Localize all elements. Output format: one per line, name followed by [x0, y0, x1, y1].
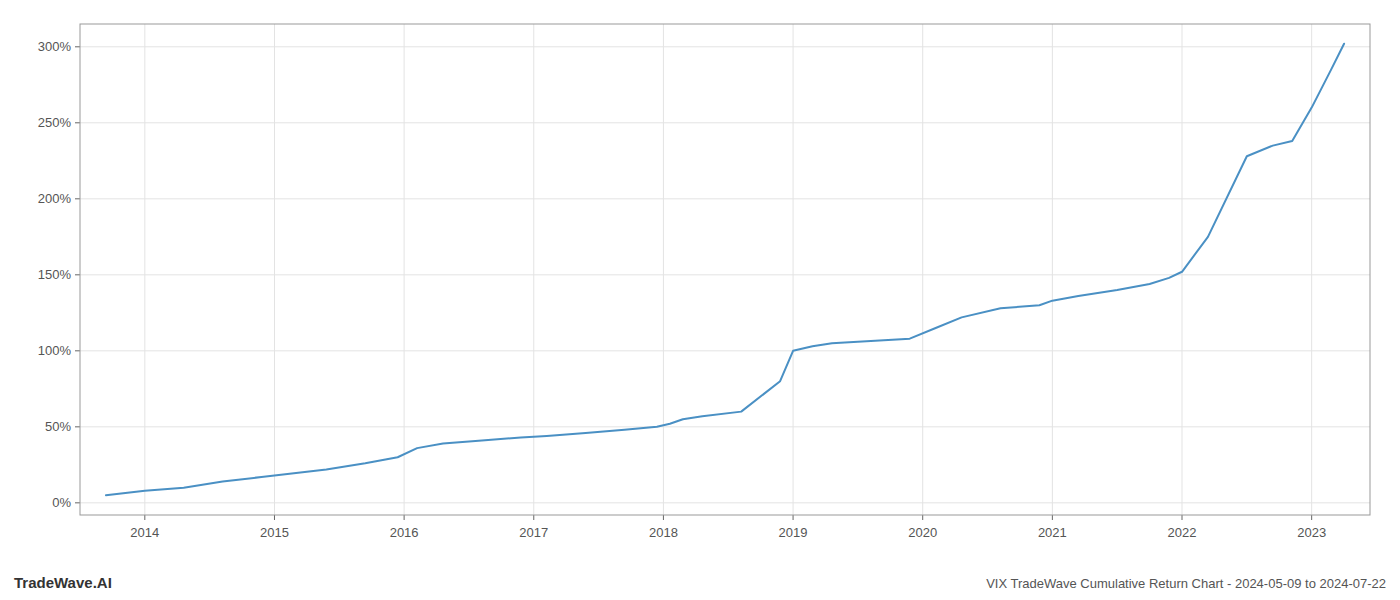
tick-label-y: 50% [45, 419, 71, 434]
tick-mark-x [1182, 515, 1183, 520]
grid-line-y [80, 350, 1370, 351]
tick-label-x: 2016 [390, 525, 419, 540]
tick-mark-x [144, 515, 145, 520]
tick-mark-x [533, 515, 534, 520]
tick-mark-y [75, 502, 80, 503]
tick-label-y: 100% [38, 343, 72, 358]
line [106, 44, 1344, 495]
plot-area [80, 24, 1370, 515]
tick-label-x: 2015 [260, 525, 289, 540]
tick-mark-x [663, 515, 664, 520]
tick-mark-x [404, 515, 405, 520]
tick-mark-y [75, 46, 80, 47]
title: VIX TradeWave Cumulative Return Chart - … [986, 576, 1386, 591]
tick-label-x: 2021 [1038, 525, 1067, 540]
tick-mark-x [1052, 515, 1053, 520]
tick-labels: 0% 50% 100% 150% 200% 250% 300% 2014 2015 2016 201… [38, 39, 1326, 540]
tick-mark-x [922, 515, 923, 520]
tick-mark-y [75, 122, 80, 123]
tick-mark-y [75, 198, 80, 199]
tick-mark-x [1311, 515, 1312, 520]
grid-line-x [404, 24, 405, 515]
tick-label-x: 2018 [649, 525, 678, 540]
tick-label-x: 2017 [519, 525, 548, 540]
tick-label-x: 2014 [130, 525, 159, 540]
grid-line-x [1182, 24, 1183, 515]
grid-line-y [80, 122, 1370, 123]
grid-line-x [663, 24, 664, 515]
watermark: TradeWave.AI [14, 574, 112, 591]
grid-line-x [1052, 24, 1053, 515]
grid-line-x [1311, 24, 1312, 515]
chart: 0% 50% 100% 150% 200% 250% 300% 2014 2015 2016 201… [0, 0, 1400, 600]
grid [75, 24, 1370, 520]
tick-mark-y [75, 426, 80, 427]
plot-frame [80, 24, 1370, 515]
grid-line-x [533, 24, 534, 515]
grid-line-y [80, 502, 1370, 503]
tick-mark-y [75, 274, 80, 275]
grid-line-x [274, 24, 275, 515]
tick-mark-x [793, 515, 794, 520]
grid-line-x [922, 24, 923, 515]
tick-label-y: 150% [38, 267, 72, 282]
tick-label-y: 0% [52, 495, 71, 510]
grid-line-y [80, 198, 1370, 199]
data-layer [106, 44, 1344, 495]
tick-label-x: 2023 [1297, 525, 1326, 540]
tick-label-x: 2020 [908, 525, 937, 540]
tick-mark-y [75, 350, 80, 351]
tick-label-y: 200% [38, 191, 72, 206]
tick-label-x: 2019 [779, 525, 808, 540]
tick-mark-x [274, 515, 275, 520]
tick-label-x: 2022 [1168, 525, 1197, 540]
tick-label-y: 300% [38, 39, 72, 54]
grid-line-x [144, 24, 145, 515]
grid-line-x [793, 24, 794, 515]
grid-line-y [80, 426, 1370, 427]
grid-line-y [80, 46, 1370, 47]
tick-label-y: 250% [38, 115, 72, 130]
